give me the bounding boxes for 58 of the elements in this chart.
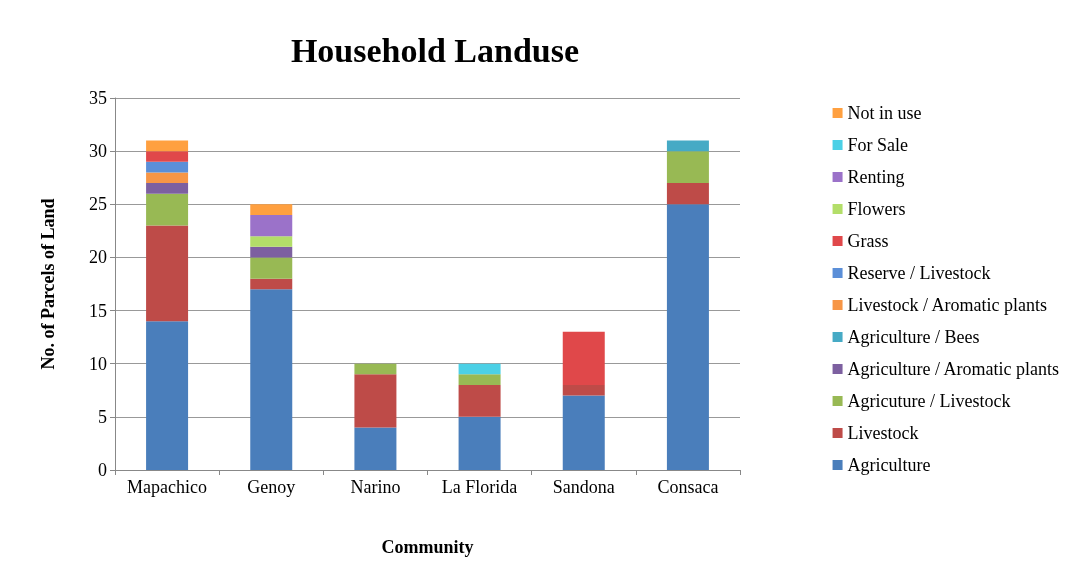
y-tick-label: 15 [89, 300, 107, 321]
legend-label: Agriculture [847, 455, 931, 475]
x-axis-title: Community [381, 537, 474, 557]
bar [666, 183, 709, 205]
bar [146, 140, 189, 152]
bar [666, 140, 709, 152]
bar [146, 161, 189, 173]
bar [146, 321, 189, 470]
x-tick-label: Genoy [247, 477, 296, 497]
bar [562, 395, 605, 470]
bar [354, 374, 397, 428]
bar [458, 374, 501, 385]
bar [666, 151, 709, 184]
legend-label: Not in use [847, 103, 922, 123]
bar [458, 384, 501, 417]
bar [146, 183, 189, 194]
bar [250, 236, 293, 247]
y-tick-label: 20 [89, 247, 107, 268]
bar [250, 289, 293, 470]
bar [250, 278, 293, 290]
y-tick-label: 10 [89, 353, 107, 374]
bar [354, 427, 397, 470]
legend-label: For Sale [847, 135, 909, 155]
x-tick-label: Mapachico [127, 477, 208, 497]
bar [458, 416, 501, 470]
bar [146, 172, 189, 184]
legend-label: Reserve / Livestock [847, 263, 991, 283]
legend-label: Livestock [847, 423, 919, 443]
x-tick-label: Consaca [657, 477, 719, 497]
y-tick-label: 30 [89, 141, 107, 162]
bar [666, 204, 709, 470]
bar [250, 204, 293, 215]
bar [458, 363, 501, 375]
legend-label: Livestock / Aromatic plants [847, 295, 1048, 315]
bar [146, 151, 189, 162]
bar [250, 214, 293, 237]
x-tick-label: La Florida [441, 477, 518, 497]
bar [562, 331, 605, 385]
y-tick-label: 25 [89, 194, 107, 215]
legend-label: Agricuture / Livestock [847, 391, 1011, 411]
bar [562, 384, 605, 396]
legend-label: Flowers [847, 199, 906, 219]
legend-label: Renting [847, 167, 905, 187]
y-tick-label: 35 [89, 88, 107, 108]
bar [250, 257, 293, 279]
legend-label: Agriculture / Bees [847, 327, 980, 347]
bar [250, 246, 293, 258]
chart-title: Household Landuse [290, 31, 580, 69]
y-tick-label: 0 [98, 460, 107, 480]
y-axis-title: No. of Parcels of Land [38, 198, 58, 370]
bar [146, 225, 189, 322]
bar [354, 363, 397, 375]
x-tick-label: Narino [350, 477, 401, 497]
x-tick-label: Sandona [552, 477, 615, 497]
bar [146, 193, 189, 226]
legend-label: Agriculture / Aromatic plants [847, 359, 1060, 379]
y-tick-label: 5 [98, 406, 107, 427]
legend-label: Grass [847, 231, 889, 251]
